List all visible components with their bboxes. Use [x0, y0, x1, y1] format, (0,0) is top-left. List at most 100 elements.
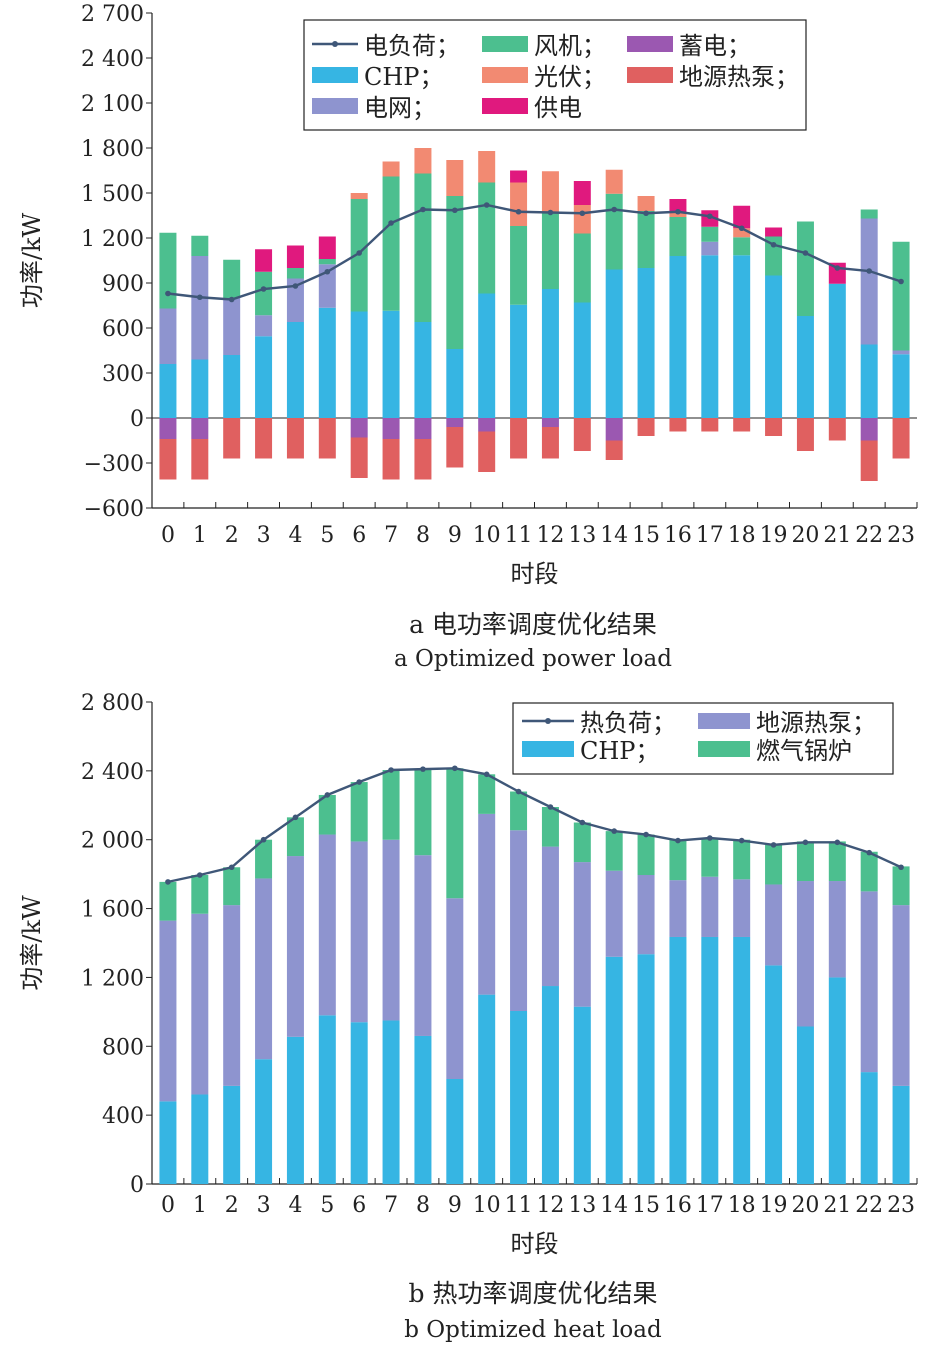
load-point — [260, 836, 267, 843]
bar-segment — [605, 956, 623, 1184]
y-tick-label: 1 600 — [81, 898, 144, 923]
bar-segment — [828, 418, 846, 441]
y-tick-label: 1 500 — [81, 182, 144, 207]
load-point — [228, 296, 235, 303]
x-tick-label: 17 — [696, 523, 724, 548]
legend-label: 电负荷； — [364, 32, 460, 60]
legend-label: 地源热泵； — [756, 709, 876, 737]
bar-segment — [541, 427, 559, 459]
bar-segment — [733, 936, 751, 1184]
load-point — [770, 241, 777, 248]
legend-swatch — [482, 36, 528, 52]
legend-label: CHP； — [580, 737, 659, 765]
x-tick-label: 7 — [384, 1193, 398, 1218]
x-tick-label: 23 — [887, 523, 915, 548]
bar-segment — [255, 315, 273, 337]
bar-segment — [478, 418, 496, 432]
bar-segment — [892, 905, 910, 1086]
legend-label: 电网； — [364, 94, 436, 122]
load-point — [165, 290, 171, 297]
y-tick-label: 2 700 — [81, 2, 144, 27]
y-tick-label: 1 200 — [81, 966, 144, 991]
y-tick-label: 2 800 — [81, 691, 144, 716]
bar-segment — [478, 151, 496, 183]
load-point — [420, 206, 426, 213]
load-point — [675, 837, 681, 844]
bar-segment — [541, 807, 559, 847]
y-tick-label: 0 — [130, 407, 144, 432]
load-point — [197, 872, 203, 878]
legend-label: 光伏； — [534, 63, 606, 91]
x-tick-label: 10 — [473, 523, 501, 548]
bar-segment — [382, 418, 400, 439]
legend-swatch — [627, 36, 673, 52]
bar-segment — [796, 881, 814, 1027]
bar-segment — [828, 881, 846, 978]
load-point — [834, 265, 841, 271]
x-tick-label: 14 — [600, 523, 628, 548]
load-point — [228, 864, 235, 871]
load-point — [898, 864, 904, 871]
bar-segment — [286, 418, 304, 459]
bar-segment — [510, 170, 528, 183]
bar-segment — [478, 182, 496, 294]
load-point — [452, 765, 458, 772]
x-tick-label: 14 — [600, 1193, 628, 1218]
load-point — [802, 250, 809, 256]
bar-segment — [860, 344, 878, 418]
bar-segment — [414, 418, 432, 439]
bar-segment — [159, 418, 177, 439]
bar-segment — [159, 920, 177, 1102]
bar-segment — [669, 199, 687, 213]
bar-segment — [860, 418, 878, 441]
load-point — [547, 804, 554, 810]
load-point — [420, 766, 426, 772]
bar-segment — [605, 440, 623, 460]
load-point — [866, 849, 872, 856]
load-point — [356, 250, 362, 256]
load-point — [388, 767, 394, 773]
bar-segment — [573, 181, 591, 205]
y-axis-label: 功率/kW — [18, 895, 46, 991]
x-tick-label: 8 — [416, 523, 430, 548]
bar-segment — [860, 1072, 878, 1184]
legend-swatch — [545, 718, 551, 724]
bar-segment — [446, 160, 464, 196]
x-tick-label: 9 — [448, 1193, 462, 1218]
bar-segment — [637, 418, 655, 436]
bar-segment — [446, 898, 464, 1079]
bar-segment — [733, 839, 751, 880]
bar-segment — [191, 913, 209, 1095]
bar-segment — [414, 1035, 432, 1184]
bar-segment — [414, 173, 432, 322]
bar-segment — [255, 418, 273, 459]
x-tick-label: 7 — [384, 523, 398, 548]
bar-segment — [637, 875, 655, 955]
bar-segment — [478, 813, 496, 995]
bar-segment — [414, 148, 432, 174]
bar-segment — [510, 791, 528, 831]
bar-segment — [541, 289, 559, 418]
y-tick-label: 1 200 — [81, 227, 144, 252]
bar-segment — [605, 193, 623, 270]
load-point — [770, 842, 777, 848]
load-point — [547, 209, 554, 216]
x-tick-label: 19 — [760, 1193, 788, 1218]
bar-segment — [541, 986, 559, 1184]
bar-segment — [223, 905, 241, 1086]
bar-segment — [255, 878, 273, 1060]
load-line — [167, 203, 902, 301]
bar-segment — [892, 354, 910, 418]
bar-segment — [414, 322, 432, 418]
bar-segment — [765, 844, 783, 885]
x-tick-label: 11 — [505, 1193, 533, 1218]
bar-segment — [605, 870, 623, 957]
bar-segment — [860, 851, 878, 892]
x-tick-label: 21 — [823, 1193, 851, 1218]
x-tick-label: 11 — [505, 523, 533, 548]
bar-segment — [255, 1059, 273, 1184]
bar-segment — [605, 169, 623, 194]
bar-segment — [159, 308, 177, 364]
bar-segment — [733, 228, 751, 238]
x-tick-label: 1 — [193, 1193, 207, 1218]
